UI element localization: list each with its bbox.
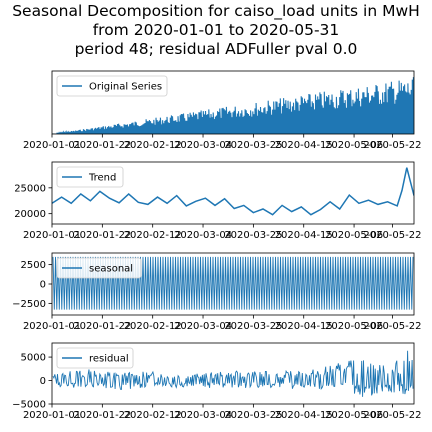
x-tick-label: 2020-05-06 xyxy=(325,321,383,332)
x-tick-label: 2020-04-15 xyxy=(275,230,333,241)
plot-area xyxy=(52,350,414,397)
y-tick-label: 0 xyxy=(40,376,46,387)
y-tick-label: 5000 xyxy=(21,353,46,364)
panel-trend: 2020-01-012020-01-222020-02-122020-03-04… xyxy=(14,161,421,241)
original-series-dark-block xyxy=(16,74,41,134)
x-tick-label: 2020-01-22 xyxy=(73,321,131,332)
plot-area xyxy=(52,167,414,216)
seasonal-line xyxy=(52,256,414,310)
legend: Trend xyxy=(56,166,124,188)
x-tick-label: 2020-03-25 xyxy=(224,321,282,332)
x-tick-label: 2020-03-04 xyxy=(174,410,232,421)
x-tick-label: 2020-04-15 xyxy=(275,321,333,332)
figure-title: Seasonal Decomposition for caiso_load un… xyxy=(12,2,420,58)
y-tick-label: 2500 xyxy=(21,260,46,271)
x-tick-label: 2020-04-15 xyxy=(275,140,333,151)
legend-box xyxy=(56,257,142,279)
x-tick-label: 2020-03-04 xyxy=(174,140,232,151)
plot-area xyxy=(16,74,414,134)
x-tick-label: 2020-01-22 xyxy=(73,230,131,241)
x-tick-label: 2020-03-25 xyxy=(224,410,282,421)
plot-area xyxy=(52,256,414,310)
legend-label: Original Series xyxy=(89,82,162,93)
x-tick-label: 2020-05-22 xyxy=(363,140,421,151)
x-tick-label: 2020-01-01 xyxy=(23,230,81,241)
x-tick-label: 2020-02-12 xyxy=(124,230,182,241)
residual-line xyxy=(52,350,414,397)
x-tick-label: 2020-03-25 xyxy=(224,140,282,151)
trend-line xyxy=(52,167,414,216)
axes-frame xyxy=(51,342,415,405)
x-tick-label: 2020-05-06 xyxy=(325,410,383,421)
legend: residual xyxy=(56,347,134,369)
x-tick-label: 2020-02-12 xyxy=(124,140,182,151)
legend-label: Trend xyxy=(88,173,116,184)
legend-box xyxy=(56,347,134,369)
axes-frame xyxy=(51,161,415,225)
x-tick-label: 2020-01-01 xyxy=(23,321,81,332)
x-tick-label: 2020-04-15 xyxy=(275,410,333,421)
legend: seasonal xyxy=(56,257,142,279)
legend-label: seasonal xyxy=(89,264,133,275)
y-tick-label: 25000 xyxy=(14,183,46,194)
x-tick-label: 2020-01-01 xyxy=(23,140,81,151)
x-tick-label: 2020-05-22 xyxy=(363,230,421,241)
legend-box xyxy=(56,166,124,188)
x-tick-label: 2020-01-22 xyxy=(73,410,131,421)
legend-box xyxy=(56,75,168,97)
title-line-2: from 2020-01-01 to 2020-05-31 xyxy=(93,21,340,39)
y-tick-label: 0 xyxy=(40,280,46,291)
x-tick-label: 2020-03-04 xyxy=(174,321,232,332)
panel-residual: 2020-01-012020-01-222020-02-122020-03-04… xyxy=(12,342,421,421)
x-tick-label: 2020-01-22 xyxy=(73,140,131,151)
x-tick-label: 2020-02-12 xyxy=(124,410,182,421)
panel-seasonal: 2020-01-012020-01-222020-02-122020-03-04… xyxy=(12,252,421,332)
x-tick-label: 2020-03-04 xyxy=(174,230,232,241)
x-tick-label: 2020-05-06 xyxy=(325,230,383,241)
x-tick-label: 2020-03-25 xyxy=(224,230,282,241)
y-tick-label: −5000 xyxy=(12,400,46,411)
x-tick-label: 2020-02-12 xyxy=(124,321,182,332)
y-tick-label: −2500 xyxy=(12,299,46,310)
x-tick-label: 2020-05-06 xyxy=(325,140,383,151)
legend: Original Series xyxy=(56,75,168,97)
x-tick-label: 2020-01-01 xyxy=(23,410,81,421)
y-tick-label: 20000 xyxy=(14,209,46,220)
title-line-3: period 48; residual ADFuller pval 0.0 xyxy=(75,40,358,58)
original-series-line xyxy=(52,77,414,134)
axes-frame xyxy=(51,70,415,135)
title-line-1: Seasonal Decomposition for caiso_load un… xyxy=(12,2,420,21)
panel-original-series: 2020-01-012020-01-222020-02-122020-03-04… xyxy=(16,70,421,151)
x-tick-label: 2020-05-22 xyxy=(363,410,421,421)
legend-label: residual xyxy=(89,354,129,365)
x-tick-label: 2020-05-22 xyxy=(363,321,421,332)
